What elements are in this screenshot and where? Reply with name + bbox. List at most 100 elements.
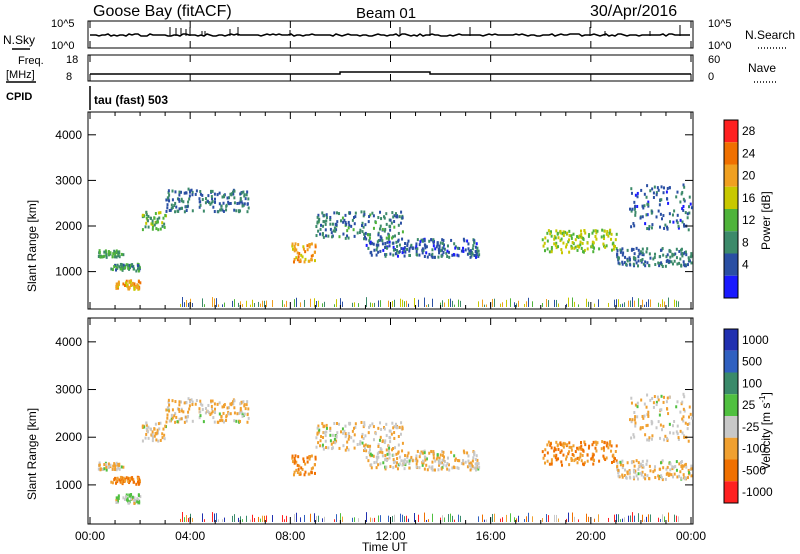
power-echo-cell [187,200,190,204]
power-echo-cell [115,265,118,269]
power-echo-cell [473,239,476,243]
power-echo-cell [635,246,638,250]
velocity-echo-cell [161,432,164,436]
velocity-ground-cell [334,519,335,522]
power-echo-cell [435,245,438,249]
power-echo-cell [352,215,355,219]
power-echo-cell [477,249,480,253]
velocity-echo-cell [118,463,121,467]
power-echo-cell [101,255,104,259]
power-ground-cell [542,303,543,307]
power-echo-cell [180,206,183,210]
velocity-echo-cell [682,392,685,396]
velocity-echo-cell [447,463,450,467]
power-echo-cell [334,229,337,233]
velocity-echo-cell [166,413,169,417]
velocity-echo-cell [333,437,336,441]
power-echo-cell [421,251,424,255]
power-echo-cell [198,197,201,201]
power-echo-cell [673,209,676,213]
power-echo-cell [371,211,374,215]
velocity-echo-cell [439,453,442,457]
velocity-echo-cell [634,424,637,428]
velocity-echo-cell [221,405,224,409]
power-echo-cell [126,284,129,288]
x-tick-label: 00:00 [676,529,706,543]
velocity-echo-cell [191,400,194,404]
velocity-echo-cell [669,468,672,472]
velocity-echo-cell [368,451,371,455]
power-echo-cell [611,248,614,252]
velocity-echo-cell [682,407,685,411]
velocity-echo-cell [617,474,620,478]
velocity-echo-cell [329,429,332,433]
velocity-echo-cell [421,459,424,463]
power-echo-cell [606,230,609,234]
velocity-ground-cell [432,513,433,522]
power-echo-cell [403,254,406,258]
power-echo-cell [210,201,213,205]
velocity-echo-cell [202,420,205,424]
velocity-echo-cell [325,426,328,430]
power-echo-cell [626,248,629,252]
power-echo-cell [436,243,439,247]
velocity-echo-cell [634,471,637,475]
power-echo-cell [688,195,691,199]
power-echo-cell [553,242,556,246]
velocity-echo-cell [438,463,441,467]
velocity-echo-cell [690,464,693,468]
velocity-echo-cell [383,441,386,445]
velocity-echo-cell [590,457,593,461]
velocity-echo-cell [559,443,562,447]
power-echo-cell [648,227,651,231]
power-echo-cell [125,281,128,285]
power-echo-cell [331,222,334,226]
velocity-echo-cell [167,398,170,402]
velocity-echo-cell [358,442,361,446]
velocity-echo-cell [111,481,114,485]
velocity-echo-cell [457,466,460,470]
power-echo-cell [668,212,671,216]
power-echo-cell [335,228,338,232]
colorbar-swatch [724,372,738,395]
power-echo-cell [139,281,142,285]
velocity-echo-cell [604,458,607,462]
velocity-echo-cell [475,468,478,472]
power-echo-cell [610,237,613,241]
colorbar-tick-label: 16 [742,191,756,205]
power-echo-cell [171,198,174,202]
power-echo-cell [648,264,651,268]
power-echo-cell [382,248,385,252]
power-echo-cell [583,229,586,233]
power-echo-cell [137,280,140,284]
velocity-echo-cell [602,454,605,458]
velocity-echo-cell [407,451,410,455]
velocity-ground-cell [542,518,543,522]
power-echo-cell [161,224,164,228]
power-echo-cell [178,190,181,194]
power-echo-cell [671,262,674,266]
power-echo-cell [396,254,399,258]
velocity-echo-cell [201,408,204,412]
velocity-echo-cell [377,426,380,430]
velocity-echo-cell [683,434,686,438]
velocity-echo-cell [632,433,635,437]
velocity-ground-cell [632,512,633,522]
power-echo-cell [363,237,366,241]
velocity-echo-cell [423,451,426,455]
power-echo-cell [421,239,424,243]
velocity-echo-cell [133,501,136,505]
power-echo-cell [171,205,174,209]
power-ground-cell [418,299,419,307]
power-ground-cell [232,300,233,307]
velocity-echo-cell [679,470,682,474]
power-echo-cell [216,193,219,197]
velocity-echo-cell [690,474,693,478]
date-title: 30/Apr/2016 [590,3,677,20]
colorbar-swatch [724,209,738,232]
power-ground-cell [212,297,213,307]
power-echo-cell [103,250,106,254]
power-echo-cell [621,247,624,251]
power-echo-cell [666,197,669,201]
velocity-echo-cell [365,449,368,453]
